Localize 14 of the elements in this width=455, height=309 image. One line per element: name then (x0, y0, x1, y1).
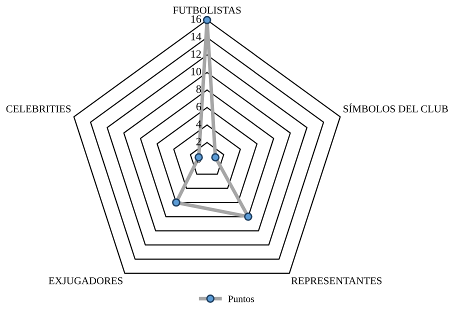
y-tick-label: 2 (196, 138, 201, 146)
spoke-label: CELEBRITIES (6, 105, 71, 112)
y-tick-label: 4 (196, 120, 202, 128)
y-tick-label: 8 (196, 85, 202, 93)
legend-label: Puntos (228, 296, 254, 302)
y-tick-label: 6 (196, 102, 202, 110)
spoke-label: EXJUGADORES (48, 277, 122, 284)
spoke-label: FUTBOLISTAS (173, 6, 241, 14)
y-tick-label: 12 (191, 50, 201, 58)
spoke-label: REPRESENTANTES (291, 277, 382, 284)
y-tick-label: 16 (191, 15, 202, 23)
spoke-label: SÍMBOLOS DEL CLUB (344, 103, 448, 112)
y-tick-label: 10 (191, 68, 202, 76)
y-tick-label: 14 (191, 32, 202, 40)
